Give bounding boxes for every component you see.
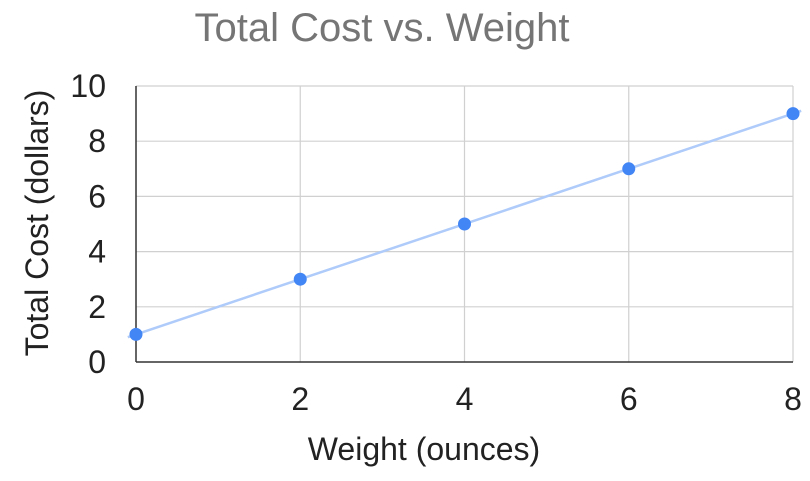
y-tick-label: 10 — [70, 68, 106, 104]
x-axis-label: Weight (ounces) — [308, 431, 540, 467]
x-tick-label: 2 — [291, 381, 309, 417]
tick-labels: 0 2 4 6 8 10 0 2 4 6 8 — [70, 68, 801, 417]
data-point — [293, 272, 307, 286]
grid — [136, 85, 794, 362]
data-point — [622, 162, 636, 176]
x-tick-label: 4 — [456, 381, 474, 417]
y-tick-label: 2 — [88, 289, 106, 325]
data-point — [786, 107, 800, 121]
y-axis-label: Total Cost (dollars) — [19, 90, 55, 357]
y-tick-label: 6 — [88, 178, 106, 214]
x-tick-label: 6 — [620, 381, 638, 417]
data-point — [458, 217, 471, 231]
axes — [135, 86, 793, 363]
x-tick-label: 0 — [127, 381, 145, 417]
chart-title: Total Cost vs. Weight — [195, 6, 570, 50]
x-tick-label: 8 — [784, 381, 802, 417]
y-tick-label: 8 — [88, 123, 106, 159]
y-tick-label: 0 — [88, 344, 106, 380]
data-points — [129, 107, 800, 341]
data-point — [129, 327, 143, 341]
y-tick-label: 4 — [88, 234, 106, 270]
